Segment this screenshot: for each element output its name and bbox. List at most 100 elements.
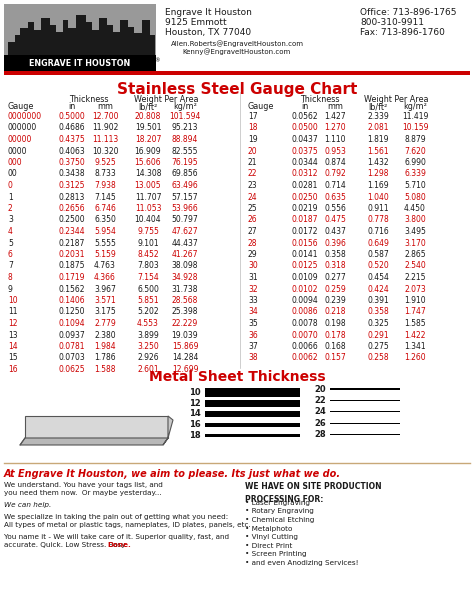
Text: 50.797: 50.797 [172,216,199,224]
Text: 18: 18 [190,431,201,440]
Text: 1.422: 1.422 [404,330,426,340]
Text: 000000: 000000 [8,123,37,132]
Polygon shape [163,416,173,445]
Text: 12.700: 12.700 [92,112,118,121]
Bar [4,55,156,71]
Text: 0.1562: 0.1562 [59,284,85,294]
Text: 0.0250: 0.0250 [292,192,319,202]
Text: 3: 3 [8,216,13,224]
Text: 1.910: 1.910 [404,296,426,305]
Text: 11: 11 [8,308,18,316]
Text: 15.869: 15.869 [172,342,198,351]
Text: 0.258: 0.258 [367,354,389,362]
Text: 57.157: 57.157 [172,192,198,202]
Text: 19: 19 [248,135,258,144]
Text: 20: 20 [314,384,326,394]
Text: 36: 36 [248,330,258,340]
Text: Weight Per Area: Weight Per Area [364,95,429,104]
Text: 32: 32 [248,284,258,294]
Bar [20,28,28,55]
Bar [142,20,150,55]
Text: 0.454: 0.454 [367,273,389,282]
Text: Gauge: Gauge [8,102,35,111]
Text: you need them now.  Or maybe yesterday...: you need them now. Or maybe yesterday... [4,490,162,497]
Text: 10: 10 [8,296,18,305]
Text: 2.926: 2.926 [137,354,159,362]
Text: 0.275: 0.275 [367,342,389,351]
Text: 0.0094: 0.0094 [292,296,319,305]
Text: 0.3750: 0.3750 [59,158,85,167]
Text: 7: 7 [8,262,13,270]
Text: 0.0344: 0.0344 [292,158,319,167]
Text: 2.601: 2.601 [137,365,159,374]
Bar [120,20,128,55]
Text: Kenny@EngraveItHouston.com: Kenny@EngraveItHouston.com [183,48,291,55]
Text: 15.606: 15.606 [135,158,161,167]
Text: 11.902: 11.902 [92,123,118,132]
Text: 20: 20 [248,147,258,156]
Bar [330,434,400,435]
Text: 26: 26 [248,216,258,224]
Text: 5: 5 [8,238,13,248]
Text: 28: 28 [248,238,257,248]
Text: 0.2500: 0.2500 [59,216,85,224]
Text: • Metalphoto: • Metalphoto [245,525,292,531]
Bar [99,18,107,55]
Text: 29: 29 [248,250,258,259]
Text: 0.358: 0.358 [367,308,389,316]
Text: 44.437: 44.437 [172,238,199,248]
Bar [50,25,56,55]
Polygon shape [20,438,168,445]
Text: 16: 16 [8,365,18,374]
Text: 6.339: 6.339 [404,170,426,178]
Text: 17: 17 [248,112,258,121]
Text: 0.0187: 0.0187 [292,216,318,224]
Text: 53.966: 53.966 [172,204,199,213]
Text: 0.0066: 0.0066 [292,342,319,351]
Text: Metal Sheet Thickness: Metal Sheet Thickness [149,370,325,384]
Text: 6.746: 6.746 [94,204,116,213]
Text: 2.380: 2.380 [94,330,116,340]
Text: 12.699: 12.699 [172,365,198,374]
Bar [15,35,20,55]
Text: 0.0625: 0.0625 [59,365,85,374]
Text: Fax: 713-896-1760: Fax: 713-896-1760 [360,28,445,37]
Text: You name it - We will take care of it. Superior quality, fast, and: You name it - We will take care of it. S… [4,533,229,539]
Text: 0.4375: 0.4375 [59,135,85,144]
Text: 21: 21 [248,158,257,167]
Text: 1.110: 1.110 [324,135,346,144]
Text: 0.556: 0.556 [324,204,346,213]
Text: accurate. Quick. Low Stress. Easy.: accurate. Quick. Low Stress. Easy. [4,542,129,548]
Text: 24: 24 [314,407,326,416]
Text: WE HAVE ON SITE PRODUCTION
PROCESSING FOR:: WE HAVE ON SITE PRODUCTION PROCESSING FO… [245,482,382,503]
Text: 0.391: 0.391 [367,296,389,305]
Bar [4,71,470,75]
Text: lb/ft²: lb/ft² [368,102,388,111]
Text: 1.298: 1.298 [367,170,389,178]
Text: ENGRAVE IT HOUSTON: ENGRAVE IT HOUSTON [29,59,131,68]
Text: 22.229: 22.229 [172,319,198,328]
Text: 0.4686: 0.4686 [59,123,85,132]
Text: 88.894: 88.894 [172,135,198,144]
Text: 0.168: 0.168 [324,342,346,351]
Text: 0.1406: 0.1406 [59,296,85,305]
Text: 30: 30 [248,262,258,270]
Text: 82.555: 82.555 [172,147,198,156]
Text: 27: 27 [248,227,258,236]
Text: 2.215: 2.215 [404,273,426,282]
Text: 0.0375: 0.0375 [292,147,319,156]
Text: 12: 12 [8,319,18,328]
Text: • Chemical Etching: • Chemical Etching [245,517,314,523]
Text: 4.763: 4.763 [94,262,116,270]
Text: 9.101: 9.101 [137,238,159,248]
Text: 7.803: 7.803 [137,262,159,270]
Text: 0: 0 [8,181,13,190]
Text: 19.039: 19.039 [172,330,198,340]
Text: Thickness: Thickness [300,95,340,104]
Text: We specialize in taking the pain out of getting what you need:: We specialize in taking the pain out of … [4,514,228,519]
Text: 3.571: 3.571 [94,296,116,305]
Text: 1.040: 1.040 [367,192,389,202]
Text: mm: mm [97,102,113,111]
Text: 0.325: 0.325 [367,319,389,328]
Text: 3.495: 3.495 [404,227,426,236]
